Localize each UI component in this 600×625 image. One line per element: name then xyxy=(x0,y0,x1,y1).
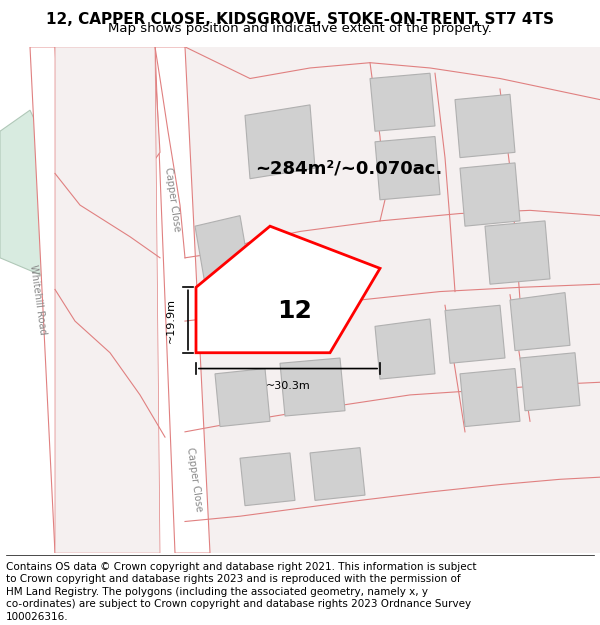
Polygon shape xyxy=(245,105,315,179)
Polygon shape xyxy=(520,352,580,411)
Text: 12, CAPPER CLOSE, KIDSGROVE, STOKE-ON-TRENT, ST7 4TS: 12, CAPPER CLOSE, KIDSGROVE, STOKE-ON-TR… xyxy=(46,12,554,27)
Polygon shape xyxy=(30,47,80,553)
Polygon shape xyxy=(215,369,270,426)
Polygon shape xyxy=(460,369,520,426)
Text: ~284m²/~0.070ac.: ~284m²/~0.070ac. xyxy=(255,159,442,177)
Text: HM Land Registry. The polygons (including the associated geometry, namely x, y: HM Land Registry. The polygons (includin… xyxy=(6,587,428,597)
Text: Capper Close: Capper Close xyxy=(163,167,181,232)
Polygon shape xyxy=(310,448,365,501)
Text: to Crown copyright and database rights 2023 and is reproduced with the permissio: to Crown copyright and database rights 2… xyxy=(6,574,461,584)
Text: 12: 12 xyxy=(278,299,313,322)
Text: Contains OS data © Crown copyright and database right 2021. This information is : Contains OS data © Crown copyright and d… xyxy=(6,562,476,572)
Polygon shape xyxy=(196,226,380,352)
Text: Whitehill Road: Whitehill Road xyxy=(28,264,48,336)
Text: Capper Close: Capper Close xyxy=(185,446,203,512)
Text: 100026316.: 100026316. xyxy=(6,612,68,622)
Polygon shape xyxy=(155,47,210,553)
Polygon shape xyxy=(375,319,435,379)
Polygon shape xyxy=(375,136,440,200)
Polygon shape xyxy=(185,47,600,553)
Polygon shape xyxy=(370,73,435,131)
Polygon shape xyxy=(280,358,345,416)
Text: Map shows position and indicative extent of the property.: Map shows position and indicative extent… xyxy=(108,22,492,35)
Polygon shape xyxy=(460,163,520,226)
Polygon shape xyxy=(195,216,250,284)
Polygon shape xyxy=(0,110,80,279)
Text: ~19.9m: ~19.9m xyxy=(166,298,176,343)
Text: co-ordinates) are subject to Crown copyright and database rights 2023 Ordnance S: co-ordinates) are subject to Crown copyr… xyxy=(6,599,471,609)
Polygon shape xyxy=(55,47,160,553)
Polygon shape xyxy=(240,453,295,506)
Polygon shape xyxy=(60,68,160,194)
Polygon shape xyxy=(455,94,515,158)
Polygon shape xyxy=(485,221,550,284)
Polygon shape xyxy=(445,305,505,363)
Text: ~30.3m: ~30.3m xyxy=(266,381,310,391)
Polygon shape xyxy=(510,292,570,351)
